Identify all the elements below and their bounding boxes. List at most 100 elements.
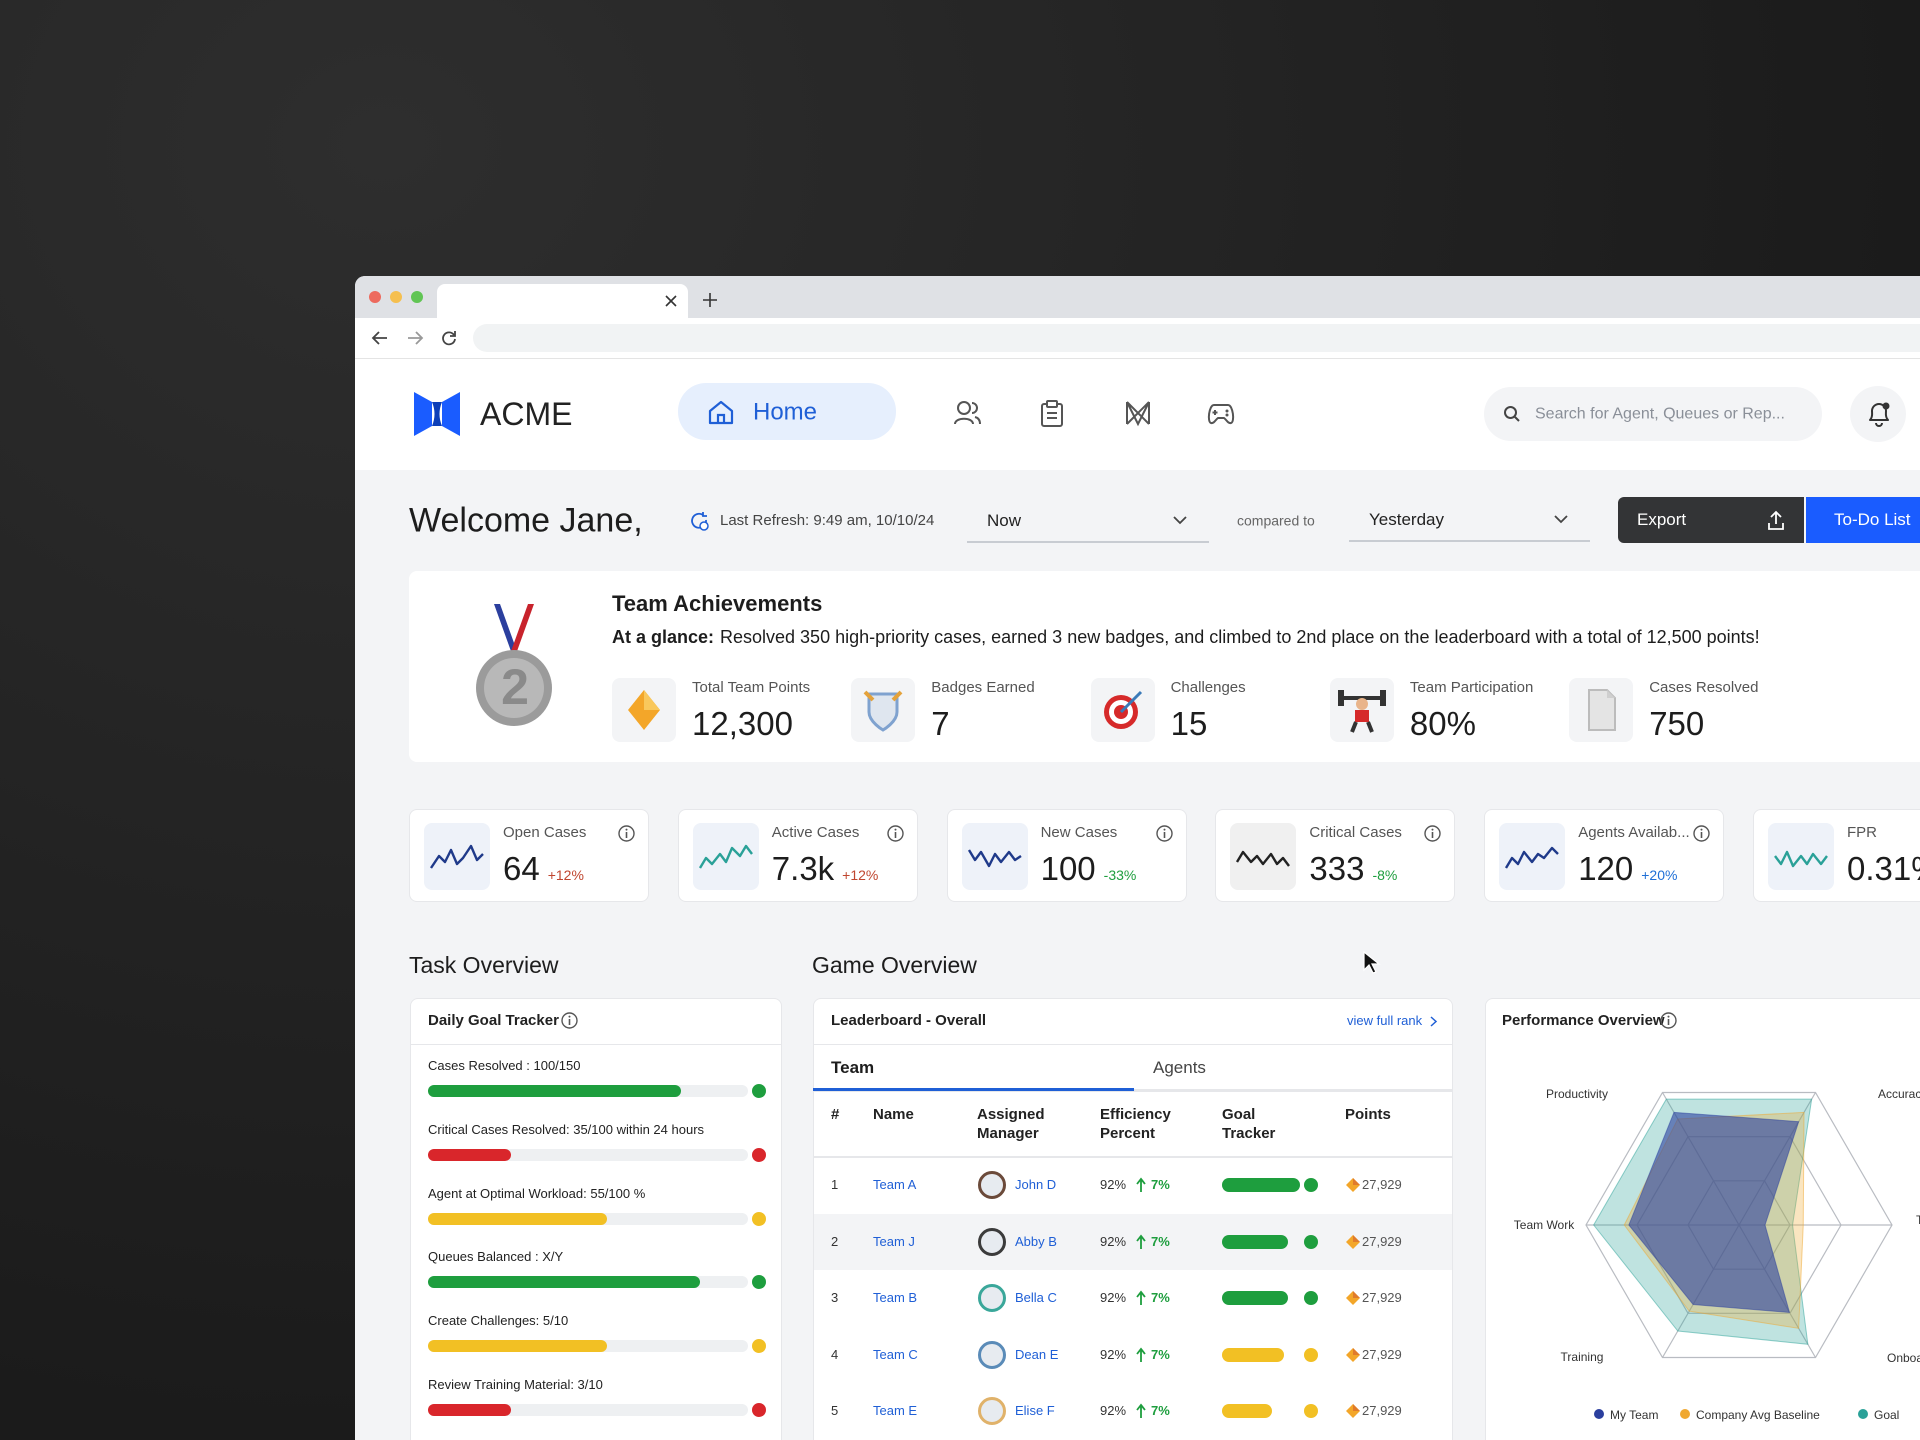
icon-part [618,825,635,842]
refresh-icon [691,512,709,531]
cell-points: 27,929 [1362,1177,1402,1193]
info-icon[interactable] [1693,825,1710,842]
info-icon[interactable] [887,825,904,842]
icon-part [1353,1404,1360,1412]
kpi-change: -8% [1372,867,1398,884]
todo-button[interactable] [1806,497,1920,543]
info-icon[interactable] [618,825,635,842]
home-tab[interactable] [678,383,896,440]
icon-part [371,331,387,345]
close-tab-icon[interactable] [665,295,677,307]
window-dot [390,291,402,303]
radar-axis-label: T [1916,1212,1920,1227]
stat-icon [1588,689,1617,731]
period-value: Now [987,510,1022,530]
medal-rank: 2 [501,659,529,715]
chevron [1554,515,1568,524]
radar-axis-label: Accuracy [1878,1086,1920,1101]
task-label: Agent at Optimal Workload: 55/100 % [428,1185,646,1201]
cell-name[interactable]: Team A [873,1177,917,1193]
new-tab-icon[interactable] [703,293,717,307]
kpi-sparkline [1236,850,1291,867]
stat-icon [1103,690,1142,729]
icon-part [1337,690,1344,706]
divider [813,1156,1453,1158]
progress-fill [428,1276,700,1289]
icon-part [1607,690,1616,698]
cell-manager[interactable]: John D [1015,1177,1057,1193]
tab-active[interactable]: Team [831,1057,875,1077]
kpi-change: +20% [1641,867,1678,884]
icon-part [1136,1177,1146,1192]
kpi-sparkline [430,844,484,869]
nav-icon[interactable] [1039,400,1066,427]
comparison-select[interactable] [1349,499,1590,542]
icon-part [703,293,717,307]
nav-icon[interactable] [1125,400,1152,427]
stat-value: 7 [931,705,950,743]
info-icon[interactable] [1660,1012,1677,1029]
icon-part [561,1012,578,1029]
view-link[interactable]: view full rank [1347,1013,1423,1029]
cell-manager[interactable]: Abby B [1015,1233,1057,1249]
avatar [978,1171,1006,1199]
cell-name[interactable]: Team E [873,1403,918,1419]
search-field[interactable] [1484,387,1822,441]
icon-part [954,417,974,425]
reload-icon[interactable] [441,330,457,346]
info-icon[interactable] [1155,825,1173,842]
icon-part [1225,409,1229,413]
legend-dot [1680,1409,1690,1419]
cell-manager[interactable]: Bella C [1015,1290,1057,1306]
column-header: Goal Tracker [1222,1106,1276,1142]
cell-name[interactable]: Team C [873,1347,918,1362]
search-placeholder: Search for Agent, Queues or Rep... [1535,405,1785,423]
goal-bar [1222,1291,1289,1306]
cell-name[interactable]: Team B [873,1290,918,1306]
icon-part [887,825,904,842]
nav-icon[interactable] [954,400,981,426]
nav-icon[interactable] [1207,400,1235,426]
window-dot [369,291,381,303]
icon-part [442,331,456,346]
icon-part [1136,1290,1146,1306]
icon-part [1046,400,1058,408]
icon-part [1424,825,1442,842]
forward-icon[interactable] [407,331,424,345]
kpi-icon-box [1499,823,1566,890]
export-label[interactable]: Export [1637,509,1687,529]
info-icon[interactable] [1424,825,1442,842]
task-label: Create Challenges: 5/10 [428,1313,569,1329]
last-refresh: Last Refresh: 9:49 am, 10/10/24 [720,512,935,529]
cell-manager[interactable]: Elise F [1015,1403,1055,1419]
icon-part [1882,402,1890,410]
todo-label[interactable]: To-Do List [1834,509,1911,529]
browser-tab[interactable] [437,284,688,318]
info-icon[interactable] [561,1012,578,1029]
task-label: Queues Balanced : X/Y [428,1249,564,1265]
cell-manager[interactable]: Dean E [1015,1347,1059,1362]
tab[interactable]: Agents [1153,1057,1206,1077]
cell-efficiency: 92% [1100,1347,1127,1362]
export-button[interactable] [1618,497,1804,543]
kpi-label: Open Cases [503,824,587,841]
kpi-value: 0.31% [1847,850,1920,888]
kpi-sparkline [967,849,1022,868]
icon-part [967,849,1022,868]
url-field[interactable] [473,324,1920,352]
icon-part [1047,412,1057,419]
icon-part [1212,410,1218,415]
legend-dot [1594,1409,1604,1419]
home-label[interactable]: Home [753,398,818,426]
stat-label: Total Team Points [692,679,811,696]
period-select[interactable] [967,500,1209,543]
notification-button[interactable] [1850,386,1906,442]
task-label: Critical Cases Resolved: 35/100 within 2… [428,1122,705,1137]
back-icon[interactable] [371,331,388,345]
icon-part [1505,846,1560,869]
brand-logo [414,392,460,436]
cell-name[interactable]: Team J [873,1233,915,1249]
points-icon [1346,1404,1360,1419]
kpi-value: 64 +12% [503,850,584,888]
legend-label: Goal [1874,1407,1900,1422]
